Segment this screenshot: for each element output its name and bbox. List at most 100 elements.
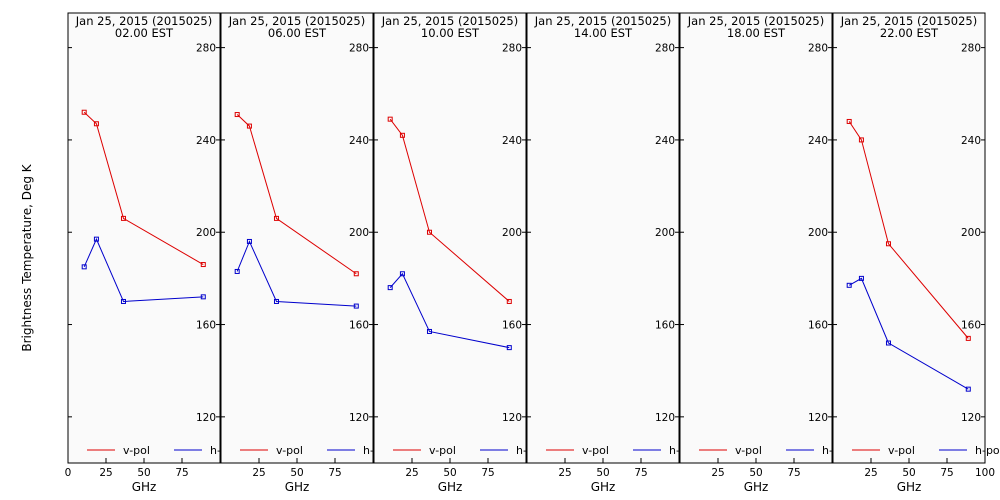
panel-subtitle: 14.00 EST — [574, 26, 633, 40]
x-tick-label: 25 — [405, 467, 418, 479]
x-tick-label: 50 — [443, 467, 456, 479]
data-point-h-pol — [846, 282, 852, 288]
panel-3: Jan 25, 2015 (2015025)10.00 EST 120 160 200… — [373, 12, 544, 494]
x-axis-label: GHz — [744, 480, 769, 494]
legend-label-v-pol: v-pol — [735, 444, 762, 457]
y-tick-label: 240 — [961, 135, 981, 147]
y-tick-label: 120 — [961, 412, 981, 424]
x-axis-label: GHz — [132, 480, 157, 494]
legend-label-h-pol: h-pol — [975, 444, 1000, 457]
plot-area — [373, 12, 527, 464]
panel-title: Jan 25, 2015 (2015025) — [75, 14, 212, 28]
x-tick-label: 50 — [596, 467, 609, 479]
panel-1: Jan 25, 2015 (2015025)02.00 EST 120 160 200… — [65, 12, 238, 494]
y-tick-label: 160 — [502, 320, 522, 332]
data-point-h-pol — [353, 303, 359, 309]
plot-area — [220, 12, 374, 464]
y-tick-label: 160 — [349, 320, 369, 332]
data-point-h-pol — [273, 298, 279, 304]
y-tick-label: 120 — [808, 412, 828, 424]
series-line-h-pol — [83, 237, 204, 302]
data-point-h-pol — [81, 264, 87, 270]
data-point-h-pol — [200, 294, 206, 300]
y-tick-label: 200 — [655, 227, 675, 239]
data-point-h-pol — [234, 268, 240, 274]
y-tick-label: 120 — [196, 412, 216, 424]
y-tick-label: 240 — [808, 135, 828, 147]
plot-area — [679, 12, 833, 464]
panel-4: Jan 25, 2015 (2015025)14.00 EST 120 160 200… — [526, 12, 697, 494]
data-point-v-pol — [399, 132, 405, 138]
x-tick-label: 25 — [252, 467, 265, 479]
x-tick-label: 25 — [711, 467, 724, 479]
panel-subtitle: 06.00 EST — [268, 26, 327, 40]
data-point-h-pol — [387, 285, 393, 291]
data-point-v-pol — [93, 121, 99, 127]
legend-label-v-pol: v-pol — [888, 444, 915, 457]
y-tick-label: 160 — [961, 320, 981, 332]
data-point-h-pol — [965, 386, 971, 392]
data-point-h-pol — [93, 236, 99, 242]
x-tick-label: 75 — [634, 467, 647, 479]
panel-subtitle: 02.00 EST — [115, 26, 174, 40]
panel-subtitle: 22.00 EST — [880, 26, 939, 40]
x-tick-label: 75 — [940, 467, 953, 479]
data-point-v-pol — [120, 215, 126, 221]
y-tick-label: 160 — [655, 320, 675, 332]
data-point-v-pol — [246, 123, 252, 129]
y-tick-label: 160 — [808, 320, 828, 332]
y-tick-label: 120 — [655, 412, 675, 424]
panel-subtitle: 18.00 EST — [727, 26, 786, 40]
panel-5: Jan 25, 2015 (2015025)18.00 EST 120 160 200… — [679, 12, 850, 494]
panel-title: Jan 25, 2015 (2015025) — [534, 14, 671, 28]
data-point-v-pol — [81, 109, 87, 115]
panel-2: Jan 25, 2015 (2015025)06.00 EST 120 160 200… — [220, 12, 391, 494]
y-tick-label: 200 — [961, 227, 981, 239]
y-tick-label: 120 — [349, 412, 369, 424]
data-point-h-pol — [120, 298, 126, 304]
panel-subtitle: 10.00 EST — [421, 26, 480, 40]
plot-area — [526, 12, 680, 464]
x-tick-label: 100 — [975, 467, 995, 479]
panel-title: Jan 25, 2015 (2015025) — [228, 14, 365, 28]
y-tick-label: 280 — [349, 43, 369, 55]
panel-title: Jan 25, 2015 (2015025) — [840, 14, 977, 28]
y-tick-label: 280 — [961, 43, 981, 55]
data-point-h-pol — [399, 271, 405, 277]
panel-6: Jan 25, 2015 (2015025)22.00 EST 120 160 200… — [832, 12, 1000, 494]
legend-label-v-pol: v-pol — [276, 444, 303, 457]
x-axis-label: GHz — [591, 480, 616, 494]
data-point-v-pol — [426, 229, 432, 235]
data-point-v-pol — [273, 215, 279, 221]
plot-area — [832, 12, 986, 464]
series-line-h-pol — [848, 277, 969, 390]
data-point-v-pol — [234, 112, 240, 118]
x-tick-label: 50 — [902, 467, 915, 479]
x-axis-label: GHz — [897, 480, 922, 494]
y-tick-label: 200 — [349, 227, 369, 239]
plot-area — [67, 12, 221, 464]
x-axis-label: GHz — [438, 480, 463, 494]
x-tick-label: 75 — [481, 467, 494, 479]
x-tick-label: 50 — [749, 467, 762, 479]
x-tick-label: 50 — [290, 467, 303, 479]
y-tick-label: 280 — [502, 43, 522, 55]
x-tick-label: 0 — [65, 467, 72, 479]
y-tick-label: 280 — [196, 43, 216, 55]
y-tick-label: 200 — [502, 227, 522, 239]
data-point-v-pol — [846, 118, 852, 124]
x-tick-label: 75 — [787, 467, 800, 479]
y-tick-label: 240 — [502, 135, 522, 147]
data-point-h-pol — [506, 345, 512, 351]
x-tick-label: 50 — [137, 467, 150, 479]
y-tick-label: 120 — [502, 412, 522, 424]
data-point-h-pol — [885, 340, 891, 346]
data-point-h-pol — [858, 275, 864, 281]
series-line-v-pol — [848, 121, 969, 339]
panel-title: Jan 25, 2015 (2015025) — [381, 14, 518, 28]
data-point-v-pol — [885, 241, 891, 247]
y-tick-label: 280 — [808, 43, 828, 55]
series-line-v-pol — [236, 114, 357, 275]
y-tick-label: 240 — [196, 135, 216, 147]
